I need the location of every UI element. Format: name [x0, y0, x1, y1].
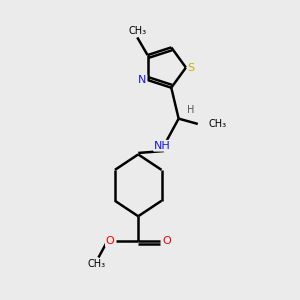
Text: CH₃: CH₃ — [128, 26, 146, 36]
Text: O: O — [106, 236, 115, 246]
Text: CH₃: CH₃ — [88, 259, 106, 269]
Text: H: H — [187, 105, 195, 115]
Text: CH₃: CH₃ — [208, 119, 226, 129]
Text: O: O — [162, 236, 171, 246]
Text: N: N — [138, 75, 146, 85]
Text: S: S — [188, 63, 195, 73]
Text: NH: NH — [154, 141, 171, 151]
